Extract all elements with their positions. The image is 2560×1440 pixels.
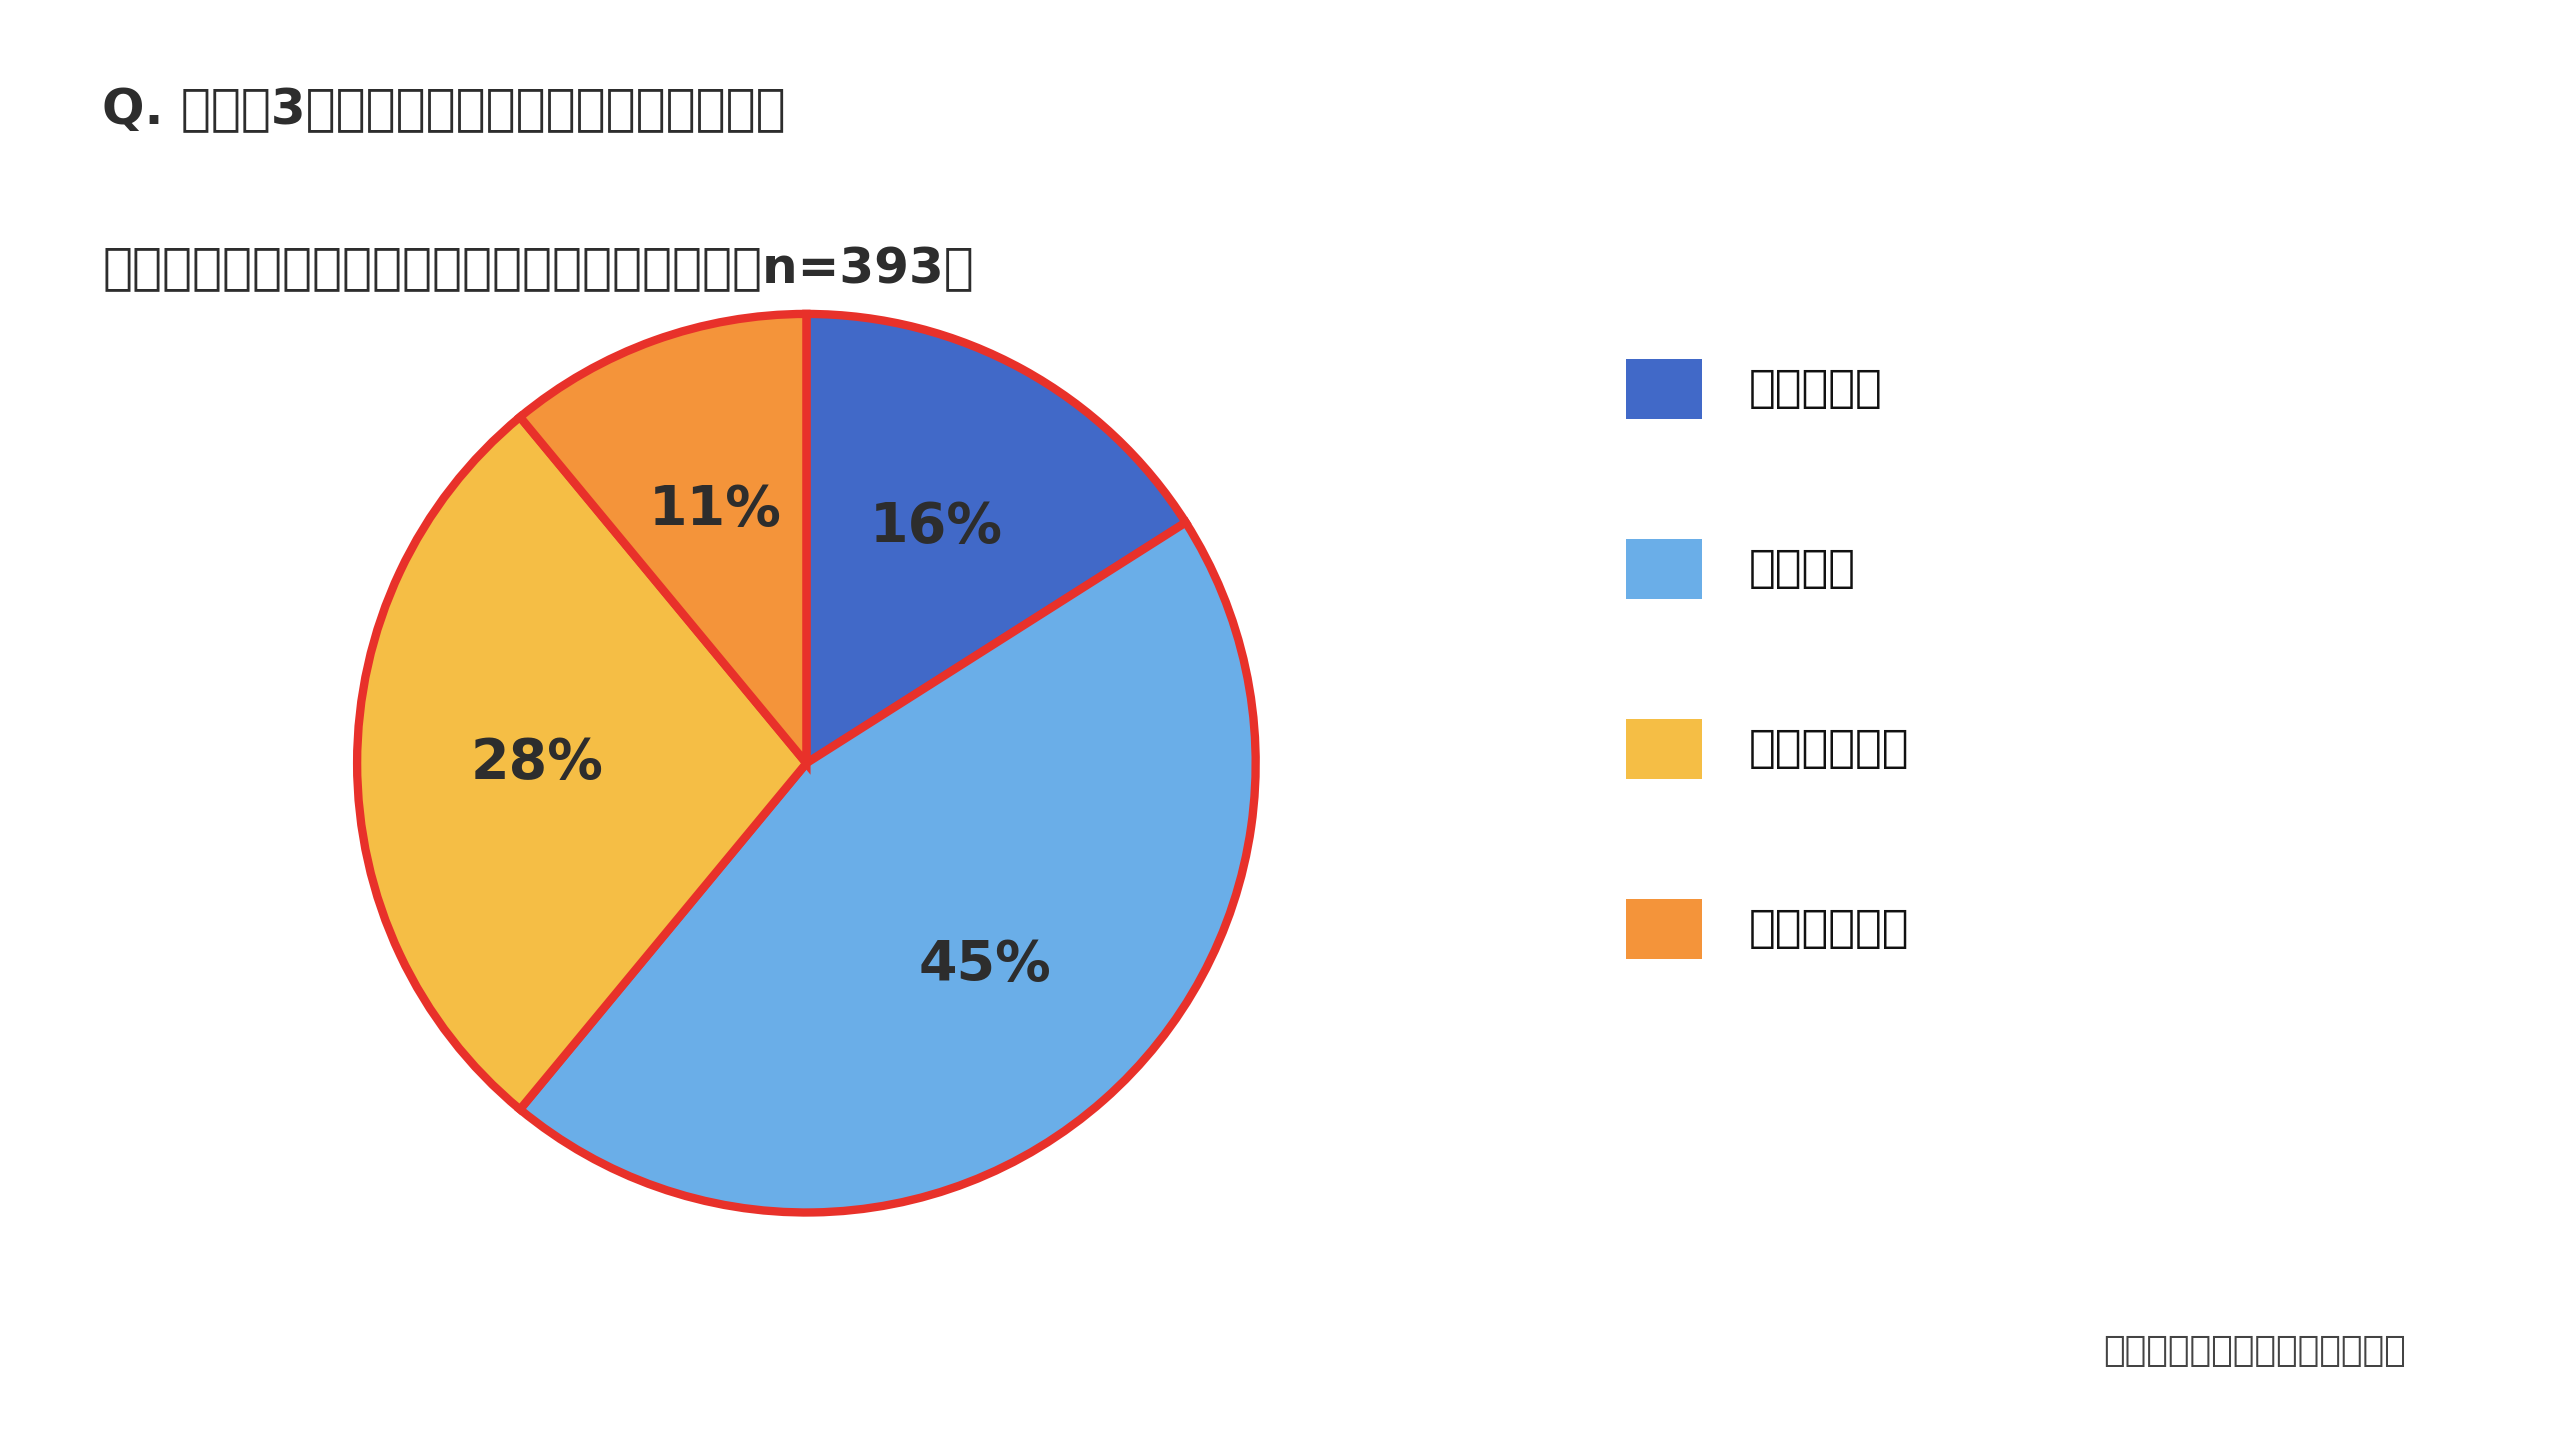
Text: Q. 夏場に3日以上の長期外出から帰宅した際、: Q. 夏場に3日以上の長期外出から帰宅した際、 xyxy=(102,86,786,134)
Wedge shape xyxy=(806,314,1185,763)
Text: まったくない: まったくない xyxy=(1748,907,1910,950)
Text: 頻繁にある: 頻繁にある xyxy=(1748,367,1882,410)
Text: 家のニオイが気になることはありますか？（n=393）: 家のニオイが気になることはありますか？（n=393） xyxy=(102,245,975,292)
Wedge shape xyxy=(520,523,1254,1212)
Wedge shape xyxy=(356,418,806,1109)
Text: 45%: 45% xyxy=(919,939,1052,992)
Text: パナソニック「エオリア」調べ: パナソニック「エオリア」調べ xyxy=(2104,1333,2406,1368)
Text: 11%: 11% xyxy=(648,482,781,537)
Text: ほとんどない: ほとんどない xyxy=(1748,727,1910,770)
Text: 時々ある: 時々ある xyxy=(1748,547,1856,590)
Text: 28%: 28% xyxy=(471,736,604,791)
Text: 16%: 16% xyxy=(870,500,1004,554)
Wedge shape xyxy=(520,314,806,763)
